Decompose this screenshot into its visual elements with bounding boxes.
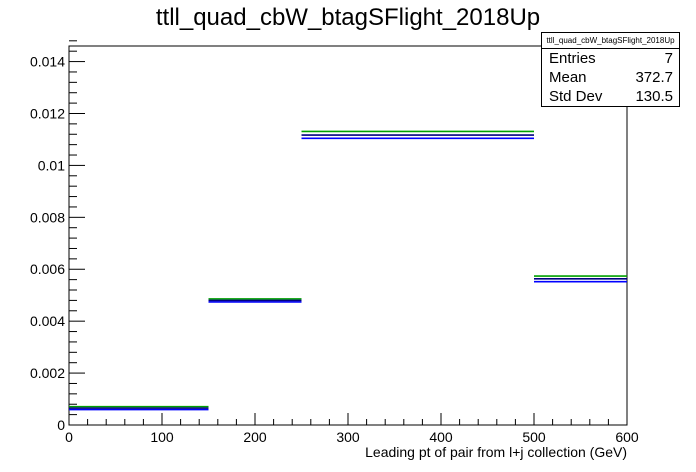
x-tick-label: 300 — [336, 429, 360, 445]
y-tick-label: 0 — [57, 417, 65, 433]
stats-box-name: ttll_quad_cbW_btagSFlight_2018Up — [542, 33, 679, 49]
stats-row-mean: Mean 372.7 — [542, 68, 679, 87]
x-axis-label: Leading pt of pair from l+j collection (… — [365, 444, 627, 460]
y-tick-label: 0.002 — [30, 365, 65, 381]
stats-value: 372.7 — [635, 69, 673, 86]
y-tick-label: 0.008 — [30, 209, 65, 225]
histogram-series — [69, 134, 627, 409]
stats-label: Std Dev — [549, 88, 603, 105]
y-tick-label: 0.004 — [30, 313, 65, 329]
histogram-series — [69, 130, 627, 408]
y-tick-label: 0.006 — [30, 261, 65, 277]
x-tick-label: 400 — [429, 429, 453, 445]
stats-label: Mean — [549, 69, 587, 86]
chart-title: ttll_quad_cbW_btagSFlight_2018Up — [155, 4, 541, 31]
y-tick-label: 0.012 — [30, 105, 65, 121]
x-tick-label: 500 — [522, 429, 546, 445]
x-tick-label: 0 — [65, 429, 73, 445]
stats-value: 130.5 — [635, 88, 673, 105]
histogram-series — [69, 137, 627, 411]
stats-value: 7 — [664, 50, 673, 67]
stats-row-stddev: Std Dev 130.5 — [542, 87, 679, 106]
stats-box: ttll_quad_cbW_btagSFlight_2018Up Entries… — [541, 32, 680, 107]
y-tick-label: 0.014 — [30, 54, 65, 70]
stats-row-entries: Entries 7 — [542, 49, 679, 68]
x-tick-label: 100 — [150, 429, 174, 445]
x-tick-label: 600 — [615, 429, 639, 445]
x-tick-label: 200 — [243, 429, 267, 445]
y-tick-label: 0.01 — [38, 157, 65, 173]
stats-label: Entries — [549, 50, 596, 67]
